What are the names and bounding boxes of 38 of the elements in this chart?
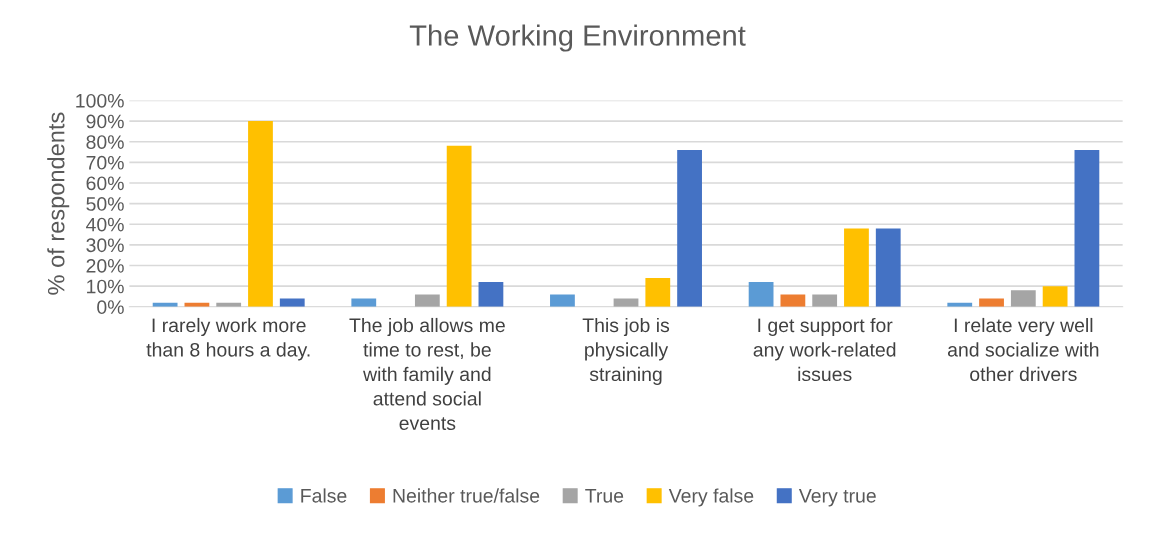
y-tick-label: 60% [86, 176, 124, 191]
legend-label: Very true [798, 489, 876, 507]
y-tick-label: 90% [86, 114, 124, 129]
y-tick-label: 20% [86, 258, 124, 273]
bar [248, 121, 273, 307]
bar [875, 228, 901, 307]
x-tick-label: I get support for any work-related issues [753, 317, 896, 382]
chart-title: The Working Environment [409, 24, 746, 52]
legend-label: True [585, 489, 624, 503]
bar [478, 282, 504, 307]
bar [748, 282, 774, 307]
legend-label: Very false [668, 488, 754, 507]
y-tick-label: 30% [86, 238, 124, 253]
y-axis-title: % of respondents [47, 112, 70, 295]
bar [812, 294, 838, 307]
bar [550, 294, 575, 307]
bar [1010, 290, 1036, 307]
bar [844, 228, 869, 307]
legend-label: False [301, 488, 347, 503]
bar [677, 149, 702, 307]
x-tick-label: I rarely work more than 8 hours a day. [146, 317, 310, 361]
legend-label: Neither true/false [393, 488, 540, 503]
y-tick-label: 0% [97, 300, 124, 315]
x-tick-label: I relate very well and socialize with other drivers [947, 317, 1099, 382]
y-tick-label: 10% [87, 279, 124, 294]
bar [1042, 286, 1068, 307]
bar [1074, 149, 1100, 307]
y-tick-label: 100% [76, 93, 124, 108]
y-tick-label: 40% [86, 217, 124, 232]
bar [446, 145, 472, 307]
x-tick-label: The job allows me time to rest, be with family and attend social events [349, 317, 505, 431]
y-tick-label: 50% [86, 197, 124, 211]
x-tick-label: This job is physically straining [582, 317, 670, 385]
y-tick-label: 70% [86, 155, 124, 170]
bar [780, 294, 806, 307]
y-tick-label: 80% [86, 135, 124, 149]
bar [645, 277, 671, 307]
bar [414, 294, 440, 307]
